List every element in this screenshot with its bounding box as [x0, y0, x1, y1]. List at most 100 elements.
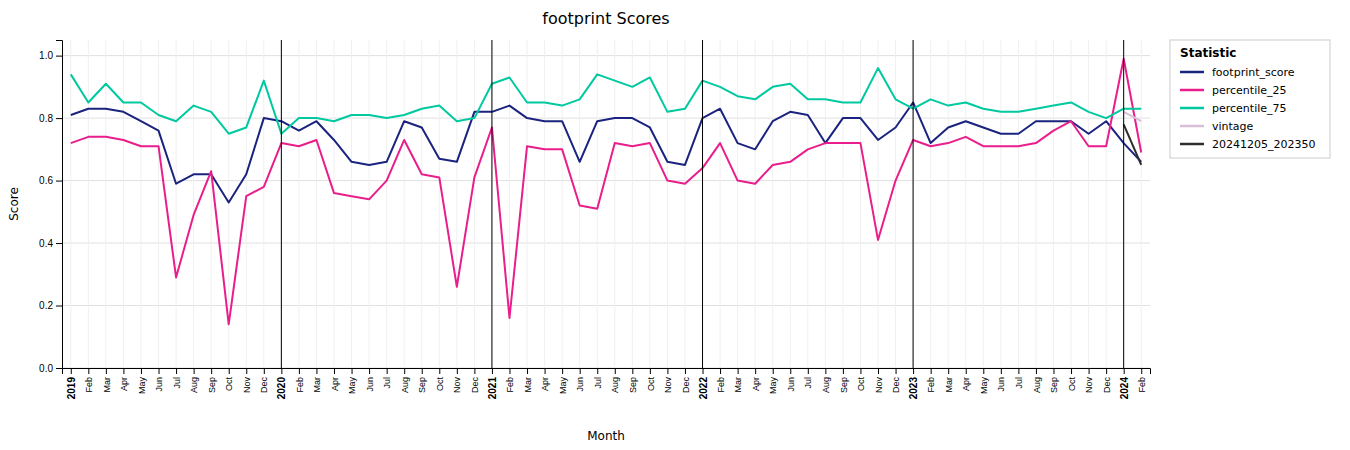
- grid-line-x: [614, 40, 615, 368]
- x-tick-label: Mar: [944, 377, 954, 393]
- grid-line-x: [965, 40, 966, 368]
- x-tick: Jun: [575, 368, 585, 392]
- x-tick-label: Dec: [681, 377, 691, 394]
- x-tick-label: Feb: [1137, 377, 1147, 393]
- x-tick: 2022: [698, 368, 709, 399]
- grid-line-x: [562, 40, 563, 368]
- grid-line-x: [790, 40, 791, 368]
- y-tick-mark: [56, 243, 62, 244]
- grid-line-x: [632, 40, 633, 368]
- x-tick: 2023: [908, 368, 919, 399]
- x-tick-mark: [387, 368, 388, 374]
- x-tick-mark: [316, 368, 317, 374]
- grid-line-x: [527, 40, 528, 368]
- grid-line-x: [1088, 40, 1089, 368]
- x-tick-mark: [106, 368, 107, 374]
- x-tick: Dec: [681, 368, 691, 393]
- x-tick-label: May: [768, 377, 778, 395]
- x-tick-label: Nov: [1084, 377, 1094, 394]
- grid-line-x: [1000, 40, 1001, 368]
- x-tick: Jun: [996, 368, 1006, 392]
- grid-line-x: [158, 40, 159, 368]
- x-tick: Dec: [259, 368, 269, 393]
- x-tick: Dec: [1102, 368, 1112, 393]
- x-tick-mark: [1001, 368, 1002, 374]
- x-tick: May: [768, 368, 778, 394]
- grid-line-x: [842, 40, 843, 368]
- x-tick-label: Aug: [610, 377, 620, 393]
- x-tick-label: 2022: [698, 377, 709, 400]
- x-tick: Sep: [1049, 368, 1059, 393]
- y-tick-label: 0.8: [39, 113, 53, 124]
- x-tick: Jun: [154, 368, 164, 392]
- x-tick: Feb: [716, 368, 726, 393]
- x-tick-label: Sep: [839, 377, 849, 393]
- grid-line-x: [737, 40, 738, 368]
- grid-line-x: [772, 40, 773, 368]
- x-tick-mark: [422, 368, 423, 374]
- x-tick-label: Feb: [926, 377, 936, 393]
- x-tick-mark: [176, 368, 177, 374]
- x-tick-label: Jun: [786, 377, 796, 392]
- x-tick-mark: [71, 368, 72, 374]
- legend-label: vintage: [1212, 120, 1254, 133]
- x-tick-mark: [352, 368, 353, 374]
- x-tick: Aug: [400, 368, 410, 393]
- x-tick-mark: [1053, 368, 1054, 374]
- x-tick-label: Nov: [242, 377, 252, 394]
- x-tick-mark: [720, 368, 721, 374]
- x-tick-mark: [825, 368, 826, 374]
- x-tick: Mar: [102, 368, 112, 393]
- x-tick-mark: [457, 368, 458, 374]
- x-tick-mark: [808, 368, 809, 374]
- x-tick-label: Feb: [505, 377, 515, 393]
- x-tick-label: 2021: [487, 377, 498, 400]
- grid-line-x: [930, 40, 931, 368]
- series-line: [1124, 112, 1142, 121]
- x-tick-mark: [562, 368, 563, 374]
- x-tick: Feb: [505, 368, 515, 393]
- x-tick-label: May: [347, 377, 357, 395]
- legend-box: [1170, 40, 1330, 158]
- x-tick-label: Nov: [663, 377, 673, 394]
- x-tick: Jul: [172, 368, 182, 389]
- x-tick: Oct: [1067, 368, 1077, 391]
- x-tick-label: Jul: [593, 377, 603, 389]
- y-tick: 0.2: [39, 300, 62, 311]
- y-tick-mark: [56, 56, 62, 57]
- grid-line-x: [860, 40, 861, 368]
- x-tick: Oct: [224, 368, 234, 391]
- x-tick: Mar: [733, 368, 743, 393]
- x-tick-label: Jun: [575, 377, 585, 392]
- y-tick: 0.6: [39, 175, 62, 186]
- x-tick-label: Oct: [856, 377, 866, 392]
- x-tick: Sep: [207, 368, 217, 393]
- x-tick: Oct: [646, 368, 656, 391]
- x-tick: 2024: [1119, 368, 1130, 399]
- x-tick-label: Jul: [382, 377, 392, 389]
- x-tick-mark: [983, 368, 984, 374]
- x-tick: Feb: [1137, 368, 1147, 393]
- grid-line-x: [983, 40, 984, 368]
- grid-line-x: [316, 40, 317, 368]
- grid-line-x: [667, 40, 668, 368]
- x-tick-label: Apr: [961, 377, 971, 391]
- grid-line-x: [807, 40, 808, 368]
- x-tick: Aug: [1032, 368, 1042, 393]
- x-tick-mark: [141, 368, 142, 374]
- x-tick: Sep: [417, 368, 427, 393]
- x-tick: Nov: [874, 368, 884, 393]
- x-tick-mark: [685, 368, 686, 374]
- grid-line-x: [211, 40, 212, 368]
- x-tick-label: 2019: [66, 377, 77, 400]
- y-tick-label: 0.2: [39, 300, 53, 311]
- x-tick: May: [347, 368, 357, 394]
- x-tick-mark: [667, 368, 668, 374]
- x-tick-label: Jun: [365, 377, 375, 392]
- x-tick-label: Oct: [435, 377, 445, 392]
- x-tick-label: May: [558, 377, 568, 395]
- x-tick: May: [558, 368, 568, 394]
- y-tick-mark: [56, 368, 62, 369]
- x-tick: 2020: [276, 368, 287, 399]
- x-tick-label: Apr: [330, 377, 340, 391]
